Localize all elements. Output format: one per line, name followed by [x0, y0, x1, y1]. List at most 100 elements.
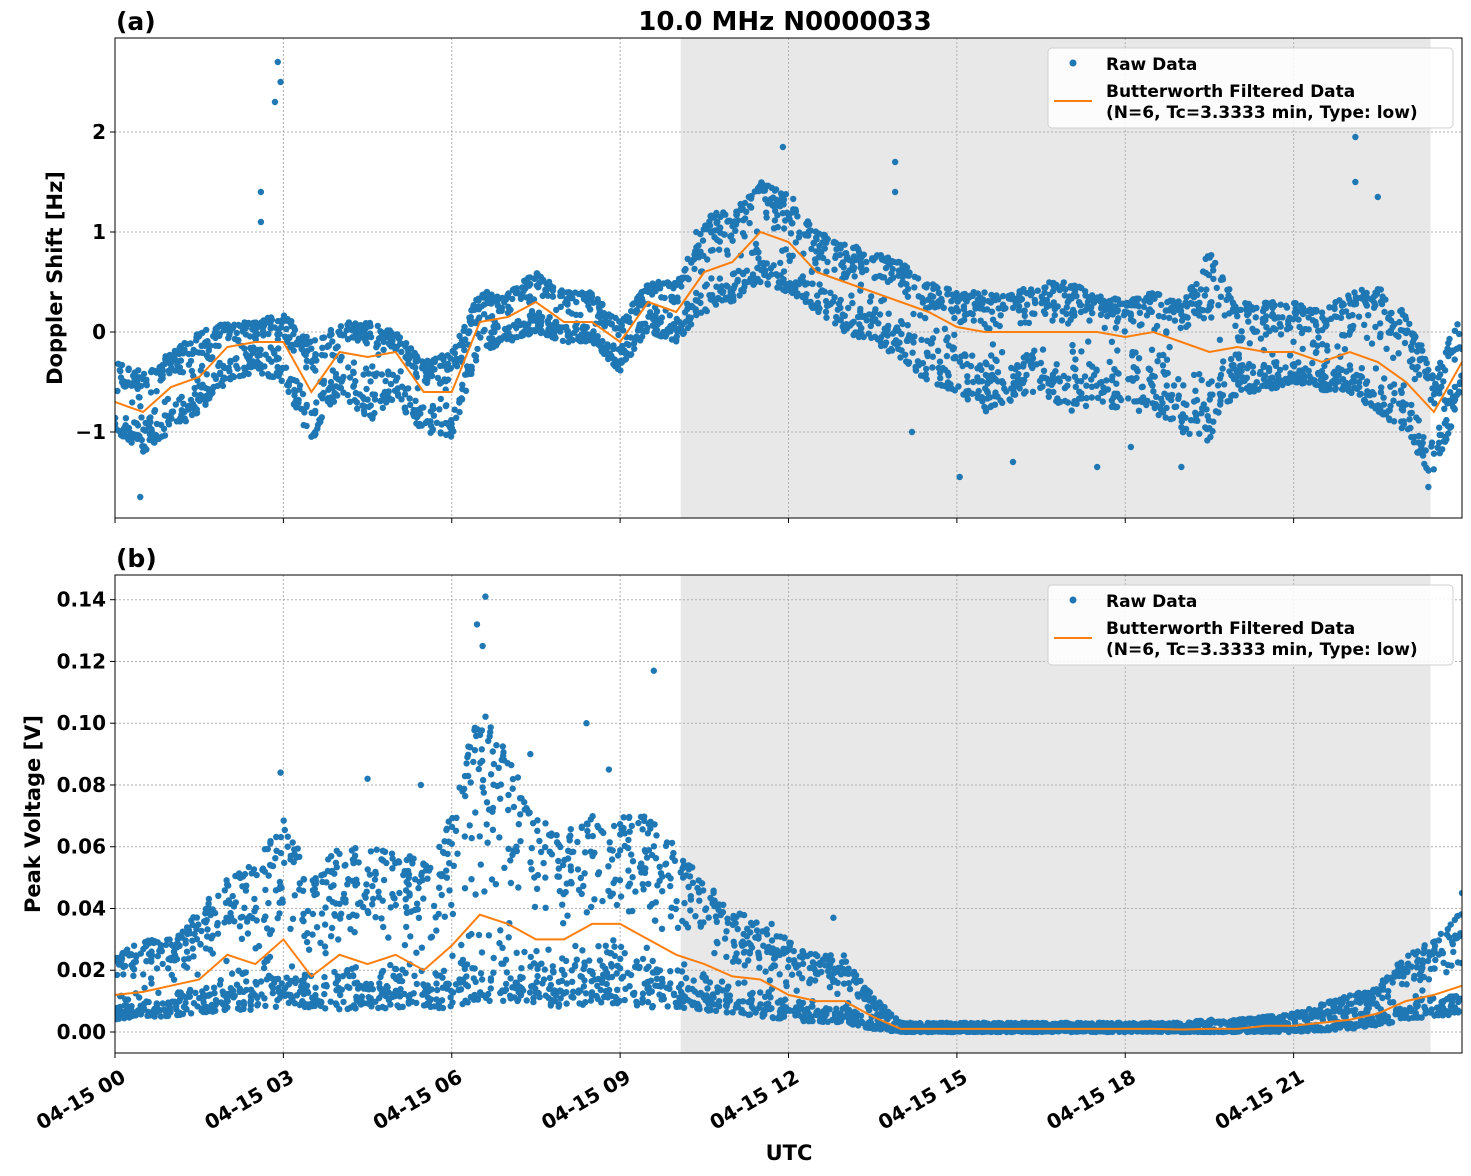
raw-data-point [1138, 397, 1144, 403]
raw-data-point [1218, 294, 1224, 300]
raw-data-point [478, 970, 484, 976]
raw-data-point [438, 429, 444, 435]
raw-data-point [746, 194, 752, 200]
raw-data-point [917, 312, 923, 318]
raw-data-point [702, 283, 708, 289]
raw-data-point [736, 292, 742, 298]
raw-data-point [1160, 409, 1166, 415]
raw-data-point [402, 868, 408, 874]
raw-data-point [159, 362, 165, 368]
raw-data-point [1385, 314, 1391, 320]
raw-data-point [1323, 322, 1329, 328]
raw-data-point [402, 942, 408, 948]
raw-data-point [1334, 378, 1340, 384]
raw-data-point [1247, 340, 1253, 346]
raw-data-point [697, 991, 703, 997]
raw-data-point [363, 386, 369, 392]
raw-data-point [1022, 388, 1028, 394]
raw-data-point [464, 754, 470, 760]
raw-data-point [244, 918, 250, 924]
raw-data-point [450, 989, 456, 995]
raw-data-point [1437, 432, 1443, 438]
raw-data-point [678, 327, 684, 333]
raw-data-point [1315, 334, 1321, 340]
raw-data-point [705, 1007, 711, 1013]
raw-data-point [1238, 368, 1244, 374]
raw-data-point [1342, 346, 1348, 352]
raw-data-point [857, 306, 863, 312]
raw-data-point [315, 422, 321, 428]
raw-data-point [148, 975, 154, 981]
raw-data-point [578, 875, 584, 881]
raw-data-point [803, 299, 809, 305]
raw-data-point [451, 863, 457, 869]
raw-data-point [796, 229, 802, 235]
raw-data-point [237, 1007, 243, 1013]
raw-data-point [1269, 375, 1275, 381]
raw-data-point [1136, 355, 1142, 361]
raw-data-point [462, 885, 468, 891]
raw-data-point [209, 1002, 215, 1008]
raw-data-point [635, 820, 641, 826]
raw-data-point [888, 346, 894, 352]
raw-data-point [723, 1002, 729, 1008]
raw-data-point [1180, 429, 1186, 435]
raw-data-point [130, 973, 136, 979]
raw-data-point [1083, 383, 1089, 389]
raw-data-point [365, 908, 371, 914]
raw-data-point [481, 291, 487, 297]
raw-data-point [319, 391, 325, 397]
raw-data-point [131, 375, 137, 381]
raw-data-point [518, 965, 524, 971]
raw-data-point [421, 1002, 427, 1008]
raw-data-point [184, 949, 190, 955]
raw-data-point [1416, 417, 1422, 423]
raw-data-point [207, 947, 213, 953]
raw-data-point [587, 306, 593, 312]
raw-data-point [1041, 285, 1047, 291]
raw-data-point [1328, 316, 1334, 322]
raw-data-point [1397, 308, 1403, 314]
raw-data-point [1347, 300, 1353, 306]
raw-data-point [387, 1001, 393, 1007]
raw-data-point [1391, 390, 1397, 396]
raw-data-point [1038, 300, 1044, 306]
raw-data-point [1301, 380, 1307, 386]
raw-data-point [153, 369, 159, 375]
raw-data-point [833, 240, 839, 246]
raw-data-point [716, 998, 722, 1004]
raw-data-point [609, 856, 615, 862]
raw-data-point [162, 412, 168, 418]
raw-data-point [597, 957, 603, 963]
raw-data-point [504, 969, 510, 975]
raw-data-point [1436, 440, 1442, 446]
raw-data-point [189, 938, 195, 944]
raw-data-point [413, 358, 419, 364]
raw-data-point [358, 322, 364, 328]
raw-data-point [590, 339, 596, 345]
raw-data-point [329, 925, 335, 931]
raw-data-point [527, 293, 533, 299]
raw-data-point [656, 878, 662, 884]
raw-data-point [247, 913, 253, 919]
raw-data-point [488, 985, 494, 991]
raw-data-point [964, 379, 970, 385]
raw-data-point [194, 914, 200, 920]
raw-data-point [542, 905, 548, 911]
raw-data-point [555, 841, 561, 847]
raw-data-point [1435, 365, 1441, 371]
raw-data-point [918, 337, 924, 343]
raw-data-point [1378, 286, 1384, 292]
raw-data-point [182, 937, 188, 943]
raw-data-point [1297, 308, 1303, 314]
raw-data-point [1254, 328, 1260, 334]
raw-data-point [969, 353, 975, 359]
raw-data-point [267, 840, 273, 846]
raw-data-point [297, 382, 303, 388]
raw-data-point [497, 796, 503, 802]
raw-data-point [1395, 333, 1401, 339]
raw-data-point [469, 835, 475, 841]
raw-data-point [478, 303, 484, 309]
raw-data-point [190, 945, 196, 951]
